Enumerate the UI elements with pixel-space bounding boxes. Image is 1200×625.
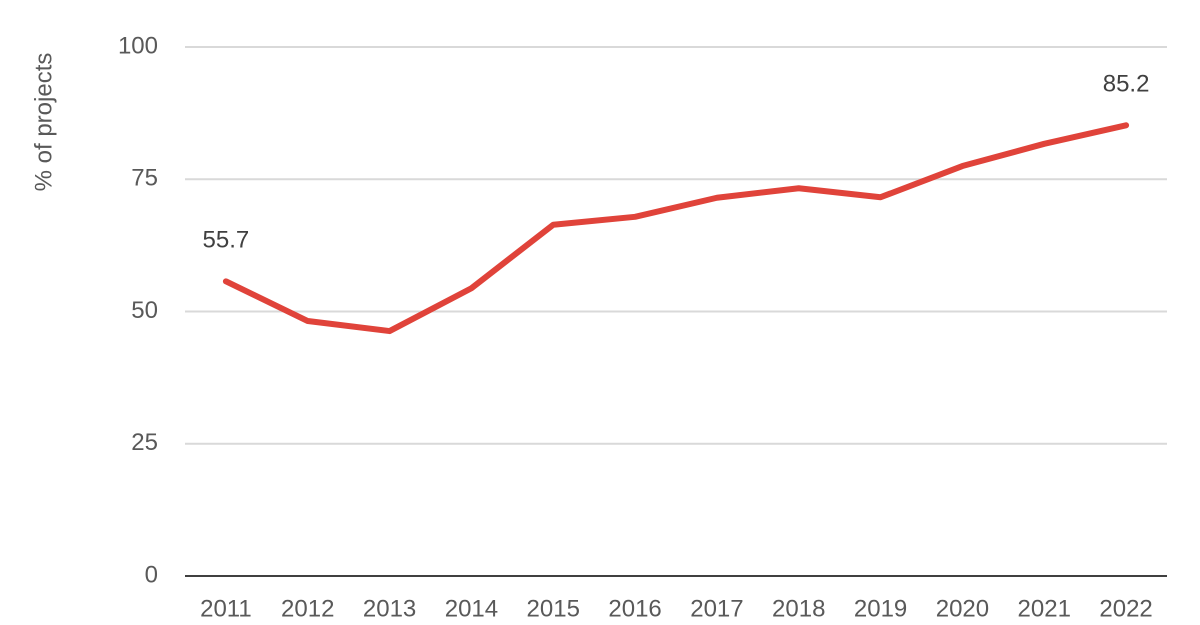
y-tick-label: 50 [131, 297, 158, 324]
data-label: 55.7 [203, 227, 250, 254]
y-tick-label: 75 [131, 165, 158, 192]
x-tick-label: 2019 [854, 595, 907, 622]
data-label: 85.2 [1103, 71, 1150, 98]
x-tick-label: 2013 [363, 595, 416, 622]
y-tick-label: 100 [118, 32, 158, 59]
x-tick-label: 2020 [936, 595, 989, 622]
line [222, 122, 1130, 335]
x-tick-label: 2015 [527, 595, 580, 622]
y-tick-label: 0 [145, 561, 158, 588]
x-tick-label: 2017 [690, 595, 743, 622]
x-tick-label: 2011 [200, 595, 252, 622]
y-tick-label: 25 [131, 429, 158, 456]
x-tick-label: 2012 [281, 595, 334, 622]
x-tick-label: 2022 [1099, 595, 1152, 622]
x-tick-label: 2018 [772, 595, 825, 622]
x-tick-label: 2021 [1018, 595, 1071, 622]
x-tick-label: 2016 [608, 595, 661, 622]
x-tick-label: 2014 [445, 595, 498, 622]
y-axis-label: % of projects [30, 53, 57, 192]
